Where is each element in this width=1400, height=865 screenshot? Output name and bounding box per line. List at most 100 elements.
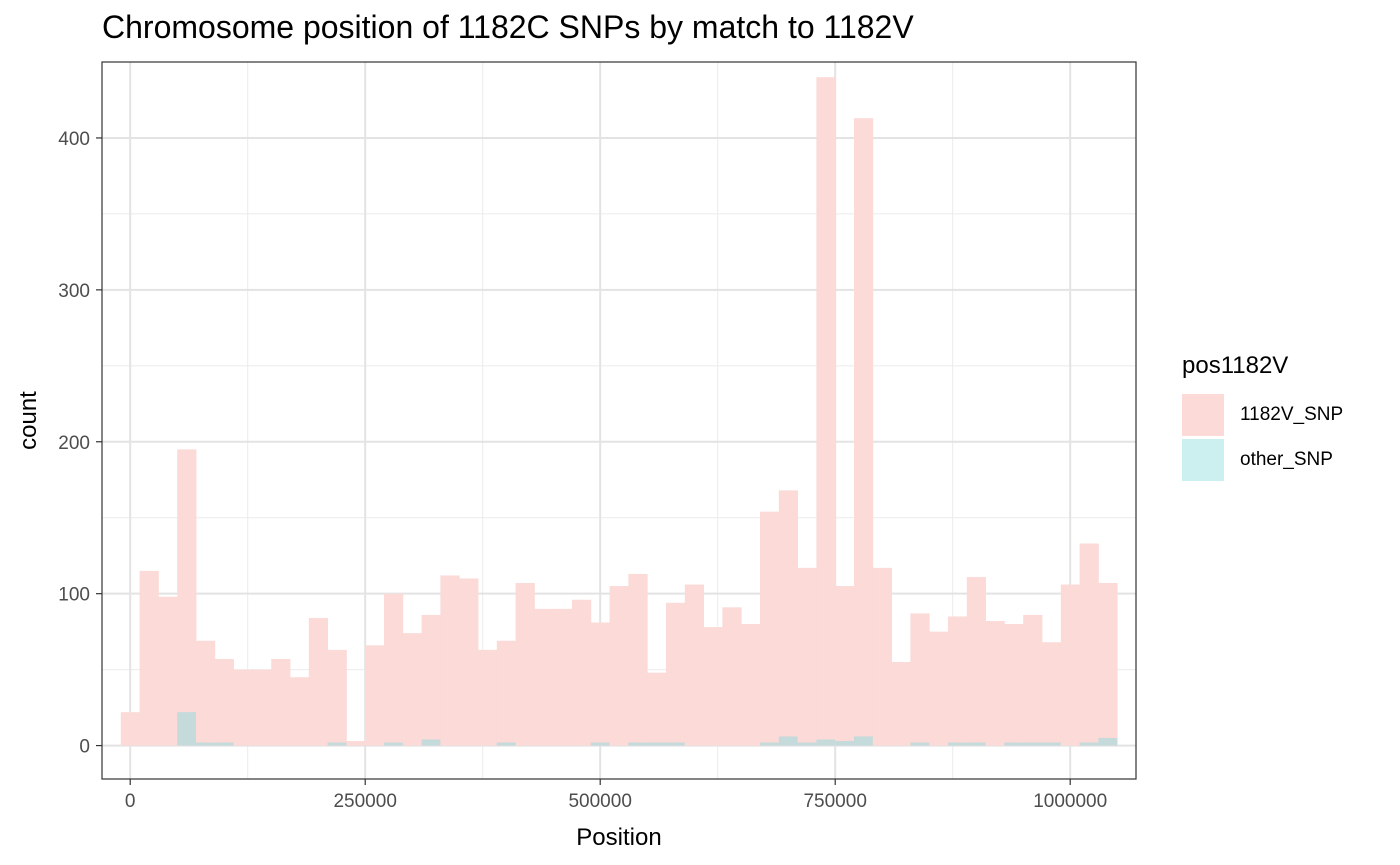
bar-other-snp — [1079, 742, 1099, 746]
bar-1182v-snp — [308, 617, 328, 746]
bar-other-snp — [384, 742, 403, 746]
bar-other-snp — [177, 712, 196, 746]
bar-1182v-snp — [722, 607, 742, 746]
x-tick-label: 500000 — [568, 791, 631, 812]
bar-1182v-snp — [891, 662, 911, 746]
bar-other-snp — [421, 739, 441, 746]
bar-1182v-snp — [760, 511, 780, 746]
legend: pos1182V 1182V_SNP other_SNP — [1182, 352, 1343, 482]
legend-key-1182v-snp — [1182, 393, 1224, 436]
bar-1182v-snp — [647, 672, 667, 746]
bar-1182v-snp — [402, 633, 422, 746]
bar-1182v-snp — [1023, 614, 1043, 746]
bar-1182v-snp — [139, 570, 159, 746]
bar-1182v-snp — [384, 593, 404, 746]
bar-other-snp — [1098, 737, 1118, 746]
x-axis-title: Position — [576, 824, 661, 851]
bar-1182v-snp — [214, 658, 234, 746]
bar-1182v-snp — [196, 640, 216, 746]
bar-other-snp — [647, 742, 666, 746]
x-tick-label: 1000000 — [1033, 791, 1107, 812]
y-tick-label: 0 — [79, 737, 90, 758]
bar-1182v-snp — [684, 584, 704, 746]
bar-1182v-snp — [854, 118, 874, 746]
bar-1182v-snp — [478, 649, 498, 746]
bar-other-snp — [214, 742, 234, 746]
bar-1182v-snp — [1098, 583, 1118, 746]
bar-1182v-snp — [966, 576, 986, 746]
bar-other-snp — [327, 742, 347, 746]
bar-1182v-snp — [496, 640, 516, 746]
bar-1182v-snp — [158, 596, 178, 746]
bar-1182v-snp — [177, 449, 197, 746]
bar-1182v-snp — [910, 613, 930, 746]
x-tick-label: 0 — [125, 791, 136, 812]
bar-other-snp — [196, 742, 215, 746]
bar-1182v-snp — [120, 712, 140, 746]
bar-1182v-snp — [741, 624, 761, 746]
legend-key-other-snp — [1182, 438, 1224, 481]
bar-other-snp — [816, 739, 836, 746]
bar-other-snp — [948, 742, 967, 746]
legend-label-other-snp: other_SNP — [1240, 448, 1333, 470]
bar-1182v-snp — [515, 583, 535, 746]
bar-1182v-snp — [929, 631, 949, 746]
bar-1182v-snp — [534, 608, 554, 746]
bar-other-snp — [1023, 742, 1042, 746]
y-axis-title: count — [15, 391, 42, 450]
y-tick-label: 400 — [58, 129, 90, 150]
bar-1182v-snp — [459, 578, 479, 746]
bar-other-snp — [854, 736, 873, 746]
bar-1182v-snp — [590, 622, 610, 746]
bar-1182v-snp — [346, 741, 366, 746]
bar-1182v-snp — [703, 627, 723, 746]
bar-1182v-snp — [421, 614, 441, 746]
bar-other-snp — [590, 742, 610, 746]
bar-other-snp — [666, 742, 685, 746]
bar-1182v-snp — [271, 658, 291, 746]
bar-1182v-snp — [609, 586, 629, 746]
bar-1182v-snp — [327, 649, 347, 746]
bar-1182v-snp — [290, 677, 310, 746]
x-tick-label: 750000 — [803, 791, 866, 812]
bar-1182v-snp — [872, 567, 892, 746]
bar-other-snp — [496, 742, 516, 746]
bar-other-snp — [628, 742, 648, 746]
legend-title: pos1182V — [1182, 352, 1289, 379]
bar-1182v-snp — [1004, 624, 1024, 746]
bar-1182v-snp — [985, 621, 1005, 746]
bar-1182v-snp — [1042, 642, 1062, 746]
bar-1182v-snp — [252, 669, 272, 746]
legend-item-1182v-snp: 1182V_SNP — [1182, 392, 1343, 437]
bar-1182v-snp — [835, 586, 855, 746]
bar-other-snp — [797, 742, 817, 746]
y-tick-label: 100 — [58, 585, 90, 606]
plot-border — [101, 61, 1137, 780]
bar-1182v-snp — [797, 567, 817, 746]
histogram-bars — [120, 77, 1118, 746]
bar-other-snp — [910, 742, 930, 746]
bar-1182v-snp — [778, 490, 798, 746]
bar-other-snp — [1004, 742, 1024, 746]
bar-1182v-snp — [1079, 543, 1099, 746]
legend-label-1182v-snp: 1182V_SNP — [1240, 403, 1344, 425]
bar-1182v-snp — [233, 669, 253, 746]
bar-1182v-snp — [816, 77, 836, 746]
bar-1182v-snp — [572, 599, 592, 746]
chart-title: Chromosome position of 1182C SNPs by mat… — [102, 9, 914, 45]
bar-other-snp — [778, 736, 798, 746]
x-tick-label: 250000 — [333, 791, 396, 812]
bar-other-snp — [835, 741, 854, 746]
bar-other-snp — [760, 742, 779, 746]
bar-1182v-snp — [628, 573, 648, 746]
legend-item-other-snp: other_SNP — [1182, 437, 1343, 482]
bar-1182v-snp — [948, 616, 968, 746]
bar-1182v-snp — [666, 602, 686, 746]
bar-other-snp — [966, 742, 986, 746]
bar-1182v-snp — [365, 645, 385, 746]
bar-1182v-snp — [440, 575, 460, 746]
bar-1182v-snp — [553, 608, 573, 746]
axes: 0 250000 500000 750000 1000000 0 100 200 300 400 P… — [15, 129, 1107, 851]
bar-other-snp — [1042, 742, 1061, 746]
